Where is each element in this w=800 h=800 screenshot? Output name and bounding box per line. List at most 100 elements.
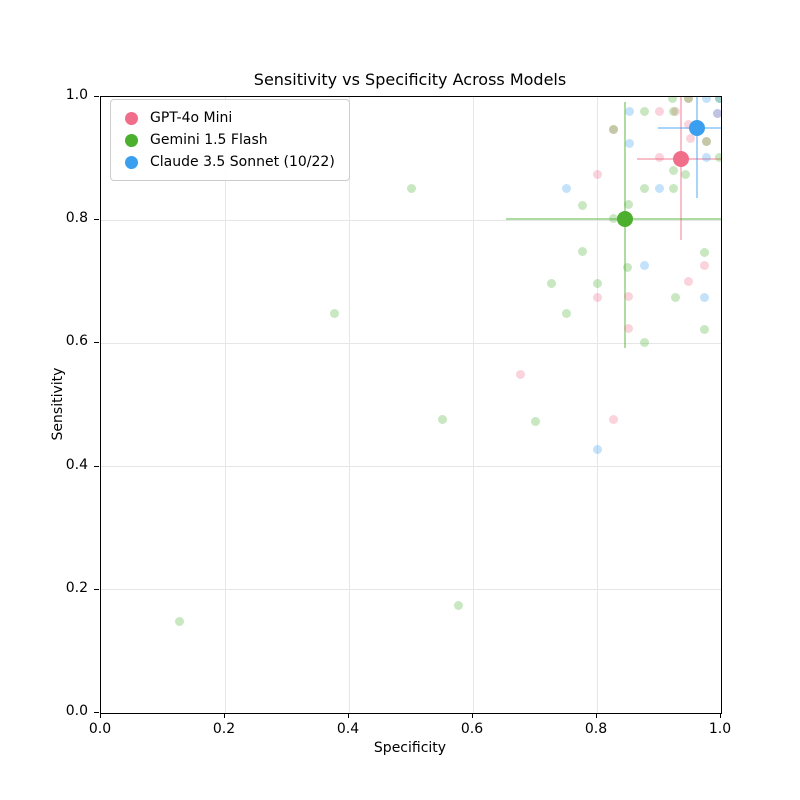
data-point [699, 247, 709, 257]
data-point [655, 106, 665, 116]
data-point [669, 166, 679, 176]
x-tick-mark [472, 713, 473, 718]
data-point [670, 107, 680, 117]
chart-title: Sensitivity vs Specificity Across Models [253, 70, 567, 89]
data-point [713, 108, 721, 118]
data-point [684, 97, 694, 104]
mean-point [672, 150, 689, 167]
y-tick-label: 1.0 [65, 87, 88, 103]
data-point [438, 415, 448, 425]
x-tick-mark [720, 713, 721, 718]
data-point [639, 106, 649, 116]
data-point [453, 600, 463, 610]
gridline-horizontal [101, 219, 721, 221]
data-point [593, 169, 603, 179]
data-point [593, 292, 603, 302]
data-point [515, 369, 525, 379]
errorbar-vertical [679, 97, 682, 240]
x-tick-label: 0.8 [584, 721, 608, 737]
data-point [608, 124, 618, 134]
legend: GPT-4o Mini Gemini 1.5 Flash Claude 3.5 … [110, 99, 350, 181]
x-tick-label: 0.6 [460, 721, 484, 737]
x-tick-label: 1.0 [708, 721, 732, 737]
data-point [699, 324, 709, 334]
data-point [609, 414, 619, 424]
data-point [699, 292, 709, 302]
plot-area [100, 96, 722, 714]
y-tick-mark [94, 96, 99, 97]
data-point [174, 616, 184, 626]
gridline-vertical [472, 97, 474, 713]
data-point [530, 416, 540, 426]
y-tick-mark [94, 588, 99, 590]
data-point [608, 124, 618, 134]
legend-marker-gpt4o-mini-icon [125, 111, 138, 125]
y-tick-label: 0.0 [65, 703, 88, 719]
legend-label: GPT-4o Mini [150, 110, 233, 126]
errorbar-vertical [695, 97, 698, 199]
data-point [592, 445, 602, 455]
data-point [624, 106, 634, 116]
y-tick-label: 0.2 [65, 579, 88, 596]
data-point [702, 137, 712, 147]
data-point [622, 262, 632, 272]
data-point [562, 308, 572, 318]
data-point [715, 97, 721, 104]
legend-item-claude-35-sonnet: Claude 3.5 Sonnet (10/22) [121, 151, 335, 173]
mean-point [616, 210, 633, 227]
data-point [623, 292, 633, 302]
legend-label: Gemini 1.5 Flash [150, 132, 268, 148]
y-tick-mark [94, 219, 99, 221]
x-tick-label: 0.4 [336, 721, 360, 737]
data-point [685, 134, 695, 144]
y-tick-label: 0.8 [65, 210, 88, 227]
data-point [561, 184, 571, 194]
y-tick-mark [94, 342, 99, 344]
data-point [624, 139, 634, 149]
data-point [578, 246, 588, 256]
data-point [684, 120, 694, 130]
x-tick-mark [100, 713, 101, 718]
data-point [639, 338, 649, 348]
errorbar-horizontal [505, 217, 721, 220]
data-point [547, 278, 557, 288]
y-axis-label: Sensitivity [50, 367, 66, 441]
data-point [684, 276, 694, 286]
data-point [609, 213, 619, 223]
y-tick-mark [94, 712, 99, 713]
x-tick-label: 0.2 [212, 721, 236, 737]
data-point [654, 153, 664, 163]
y-tick-label: 0.4 [65, 456, 88, 473]
data-point [329, 308, 339, 318]
x-axis-label: Specificity [373, 740, 447, 756]
data-point [623, 323, 633, 333]
data-point [667, 97, 677, 104]
legend-marker-gemini-15-flash-icon [125, 133, 138, 147]
gridline-horizontal [101, 342, 721, 344]
data-point [669, 106, 679, 116]
x-tick-mark [348, 713, 349, 718]
legend-item-gemini-15-flash: Gemini 1.5 Flash [121, 129, 335, 151]
y-tick-label: 0.6 [65, 333, 88, 350]
data-point [713, 108, 721, 118]
data-point [654, 184, 664, 194]
data-point [669, 183, 679, 193]
x-tick-label: 0.0 [88, 721, 112, 737]
legend-item-gpt4o-mini: GPT-4o Mini [121, 107, 335, 129]
mean-point [688, 119, 705, 136]
data-point [715, 153, 721, 163]
data-point [700, 260, 710, 270]
gridline-vertical [596, 97, 598, 713]
data-point [593, 278, 603, 288]
legend-label: Claude 3.5 Sonnet (10/22) [150, 154, 335, 170]
data-point [670, 292, 680, 302]
data-point [624, 199, 634, 209]
data-point [639, 261, 649, 271]
y-tick-mark [94, 465, 99, 467]
legend-marker-claude-35-sonnet-icon [125, 155, 138, 169]
data-point [639, 183, 649, 193]
data-point [701, 97, 711, 103]
data-point [701, 152, 711, 162]
data-point [406, 184, 416, 194]
